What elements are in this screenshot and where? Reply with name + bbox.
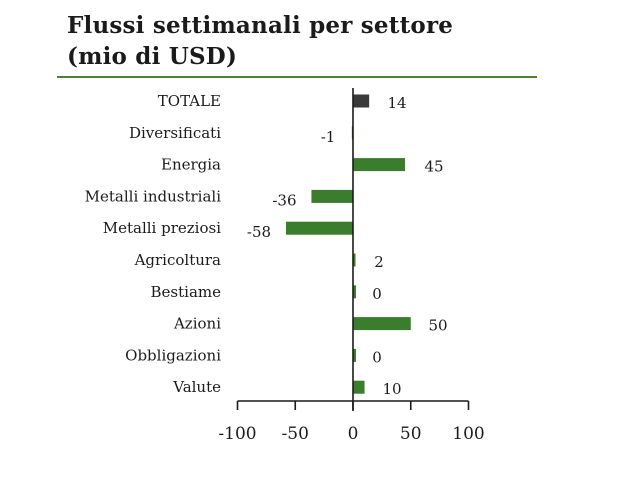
category-label: TOTALE [158,92,221,110]
bar [353,317,411,331]
chart-title: Flussi settimanali per settore (mio di U… [67,10,537,72]
bar [353,348,356,362]
bars-group [286,94,411,394]
category-label: Obbligazioni [125,346,221,364]
category-label: Diversificati [129,124,221,142]
category-labels: TOTALE Diversificati Energia Metalli indust… [85,92,222,396]
value-label: -36 [272,191,296,209]
value-label: 45 [424,158,443,176]
value-label: 2 [374,253,384,271]
category-label: Energia [161,156,221,174]
value-label: 14 [387,94,406,112]
bar [353,158,405,172]
bar [353,253,356,267]
value-label: -58 [247,223,271,241]
x-tick-label: 50 [400,424,422,444]
value-label: 0 [372,348,382,366]
bar [353,94,370,108]
category-label: Agricoltura [134,251,221,269]
category-label: Metalli industriali [85,187,222,205]
bar [353,380,365,394]
chart-title-line-2: (mio di USD) [67,43,238,70]
bar [353,285,356,299]
x-tick-label: -50 [282,424,309,444]
title-rule [57,76,537,78]
x-tick-label: -100 [218,424,256,444]
x-tick-label: 100 [452,424,484,444]
value-label: 50 [428,317,447,335]
value-label: 10 [382,380,401,398]
category-label: Metalli preziosi [103,219,221,237]
category-label: Bestiame [151,283,222,301]
category-label: Azioni [173,315,221,333]
value-label: 0 [372,285,382,303]
bar [311,189,353,203]
x-axis: -100 -50 0 50 100 [218,400,485,444]
bar [286,221,353,235]
chart-title-line-1: Flussi settimanali per settore [67,12,454,39]
category-label: Valute [172,378,221,396]
value-label: -1 [321,128,336,146]
x-tick-label: 0 [348,424,359,444]
